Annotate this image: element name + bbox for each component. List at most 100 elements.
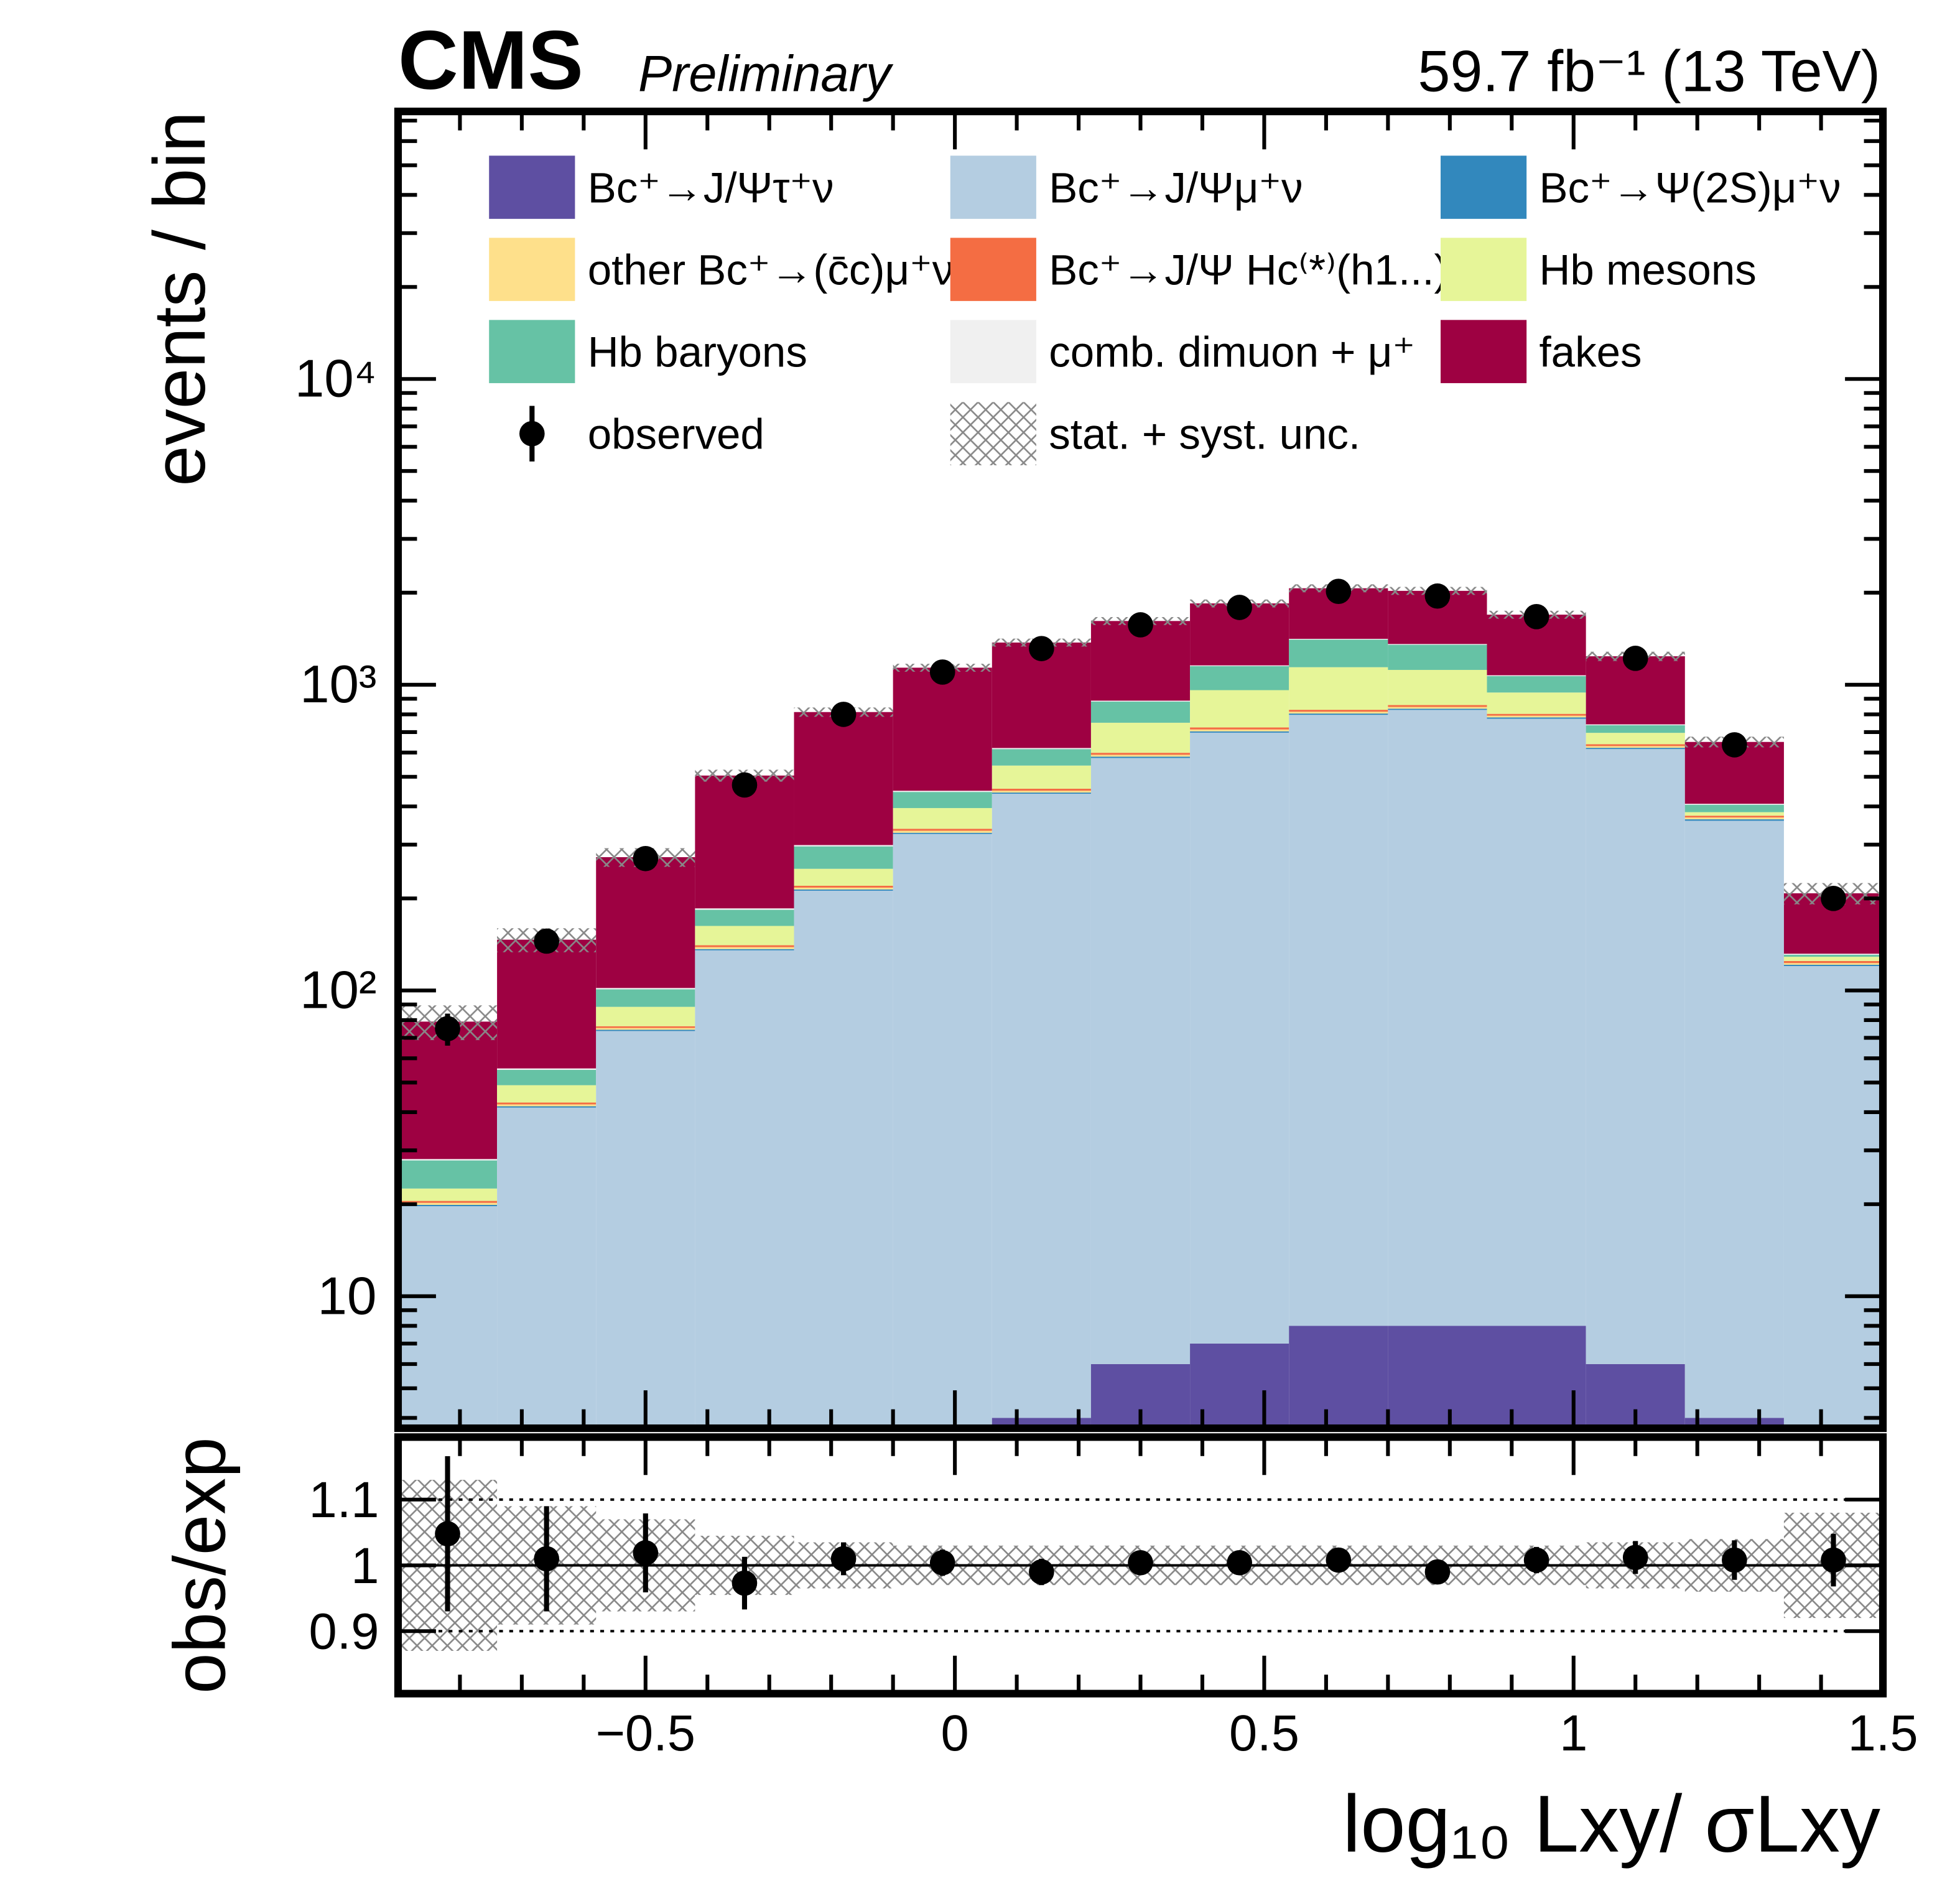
stack-bar <box>794 890 893 1429</box>
ratio-y-tick-label: 1.1 <box>309 1472 379 1528</box>
ratio-point <box>830 1546 857 1572</box>
stack-bar <box>1190 727 1289 730</box>
stack-bar <box>497 1068 597 1070</box>
stack-bar <box>1586 725 1685 733</box>
ratio-y-tick-label: 0.9 <box>309 1604 379 1660</box>
observed-point <box>1029 636 1054 661</box>
y-tick-label: 10³ <box>300 655 376 714</box>
observed-point <box>1326 578 1352 605</box>
stack-bar <box>794 845 893 847</box>
stack-bar <box>596 988 695 990</box>
stack-bar <box>1783 963 1883 965</box>
stack-bar <box>1190 732 1289 1344</box>
observed-point <box>1622 646 1648 671</box>
legend-swatch <box>489 320 575 383</box>
stack-bar <box>1684 815 1784 818</box>
legend-label: Hb mesons <box>1539 245 1756 294</box>
main-pad <box>397 584 1883 1429</box>
stack-bar <box>1586 749 1685 1364</box>
stack-bar <box>497 1102 597 1105</box>
stack-bar <box>1090 700 1191 702</box>
y-tick-label: 10 <box>318 1266 377 1326</box>
legend-label: fakes <box>1539 328 1642 376</box>
stack-bar <box>596 1029 695 1031</box>
stack-bar <box>1289 639 1388 667</box>
x-tick-label: 1 <box>1559 1705 1587 1762</box>
overlay: 0.9 1 1.1 −0.5 0 0.5 1 1.5 10 10² 10³ 10⁴ Bc⁺→J/Ψτ⁺ν… <box>295 108 1918 1762</box>
legend-label: Bc⁺→J/Ψτ⁺ν <box>588 163 834 211</box>
stack-bar <box>1487 718 1586 1326</box>
stack-bar <box>397 1202 498 1205</box>
stack-bar <box>1684 820 1784 1418</box>
ratio-point <box>929 1550 955 1576</box>
observed-point <box>1424 583 1451 609</box>
x-axis-title: log₁₀ Lxy/ σLxy <box>1342 1778 1880 1869</box>
stack-bar <box>1090 758 1191 1364</box>
y-tick-label: 10⁴ <box>295 350 377 409</box>
stack-bar <box>893 832 992 834</box>
x-tick-label: −0.5 <box>596 1705 695 1762</box>
legend-swatch <box>489 156 575 219</box>
observed-point <box>435 1016 460 1042</box>
stack-bar <box>1783 964 1883 967</box>
stack-bar <box>1190 666 1289 690</box>
stack-bar <box>497 1104 597 1107</box>
observed-point <box>830 702 857 727</box>
ratio-point <box>732 1570 758 1596</box>
stack-bar <box>1684 819 1784 821</box>
stack-bar <box>1289 667 1388 710</box>
legend-label: other Bc⁺→(c̄c)μ⁺ν <box>588 245 954 294</box>
stack-bar <box>1586 748 1685 750</box>
stack-bar <box>1090 753 1191 755</box>
stack-bar <box>893 792 992 809</box>
observed-point <box>1523 603 1549 630</box>
stack-bar <box>1388 669 1487 705</box>
legend-label: Hb baryons <box>588 328 807 376</box>
stack-bar <box>992 765 1091 789</box>
stack-bar <box>1487 715 1586 718</box>
legend-swatch <box>1441 320 1527 383</box>
stack-bar <box>596 1031 695 1429</box>
stack-bar <box>1289 1326 1388 1429</box>
stack-bar <box>1388 709 1487 710</box>
legend-swatch <box>950 156 1036 219</box>
stack-bar <box>1388 705 1487 707</box>
stack-bar <box>1684 817 1784 820</box>
legend-swatch <box>950 320 1036 383</box>
x-tick-label: 0.5 <box>1229 1705 1299 1762</box>
stack-bar <box>992 791 1091 793</box>
lumi-label: 59.7 fb⁻¹ (13 TeV) <box>1418 39 1880 104</box>
ratio-axis-title: obs/exp <box>159 1437 241 1694</box>
stack-bar <box>397 1188 498 1201</box>
stack-bar <box>497 1069 597 1085</box>
stack-bar <box>1783 966 1883 1429</box>
stack-bar <box>893 667 992 791</box>
stack-bar <box>397 1159 498 1161</box>
stack-bar <box>1684 812 1784 816</box>
stack-bar <box>1783 954 1883 955</box>
stack-bar <box>992 794 1091 1418</box>
ratio-y-tick-label: 1 <box>351 1538 379 1594</box>
y-axis-title: events / bin <box>138 111 220 486</box>
stack-bar <box>1388 710 1487 1326</box>
stack-bar <box>596 1026 695 1028</box>
stack-bar <box>596 1006 695 1026</box>
ratio-point <box>1227 1550 1252 1576</box>
legend-label: Bc⁺→J/Ψ Hc⁽*⁾(h1...) <box>1049 245 1448 294</box>
preliminary-label: Preliminary <box>638 46 894 103</box>
stack-bar <box>1090 756 1191 758</box>
x-tick-label: 1.5 <box>1848 1705 1918 1762</box>
stack-bar <box>893 791 992 792</box>
stack-bar <box>695 908 794 910</box>
legend-label: Bc⁺→Ψ(2S)μ⁺ν <box>1539 163 1841 211</box>
stack-bar <box>1190 729 1289 732</box>
x-tick-label: 0 <box>941 1705 969 1762</box>
stack-bar <box>992 749 1091 766</box>
stack-bar <box>1586 733 1685 745</box>
stack-bar <box>1586 744 1685 746</box>
stack-bar <box>497 1106 597 1108</box>
stack-bar <box>1090 701 1191 723</box>
legend-label: comb. dimuon + μ⁺ <box>1049 328 1415 376</box>
cms-label: CMS <box>398 14 583 107</box>
